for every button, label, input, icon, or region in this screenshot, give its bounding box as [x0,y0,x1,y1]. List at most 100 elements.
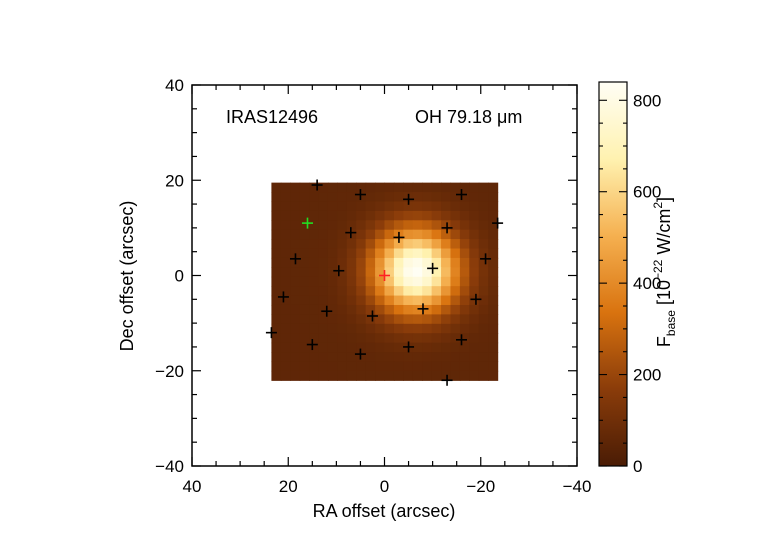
heatmap-cell [488,314,499,325]
heatmap-cell [422,342,433,353]
heatmap-cell [441,323,452,334]
colorbar-label-units: [10 [654,280,674,310]
heatmap-cell [337,314,348,325]
heatmap-cell [384,323,395,334]
heatmap-cell [469,323,480,334]
heatmap-cell [337,257,348,268]
heatmap-cell [309,286,320,297]
heatmap-cell [290,352,301,363]
heatmap-cell [299,239,310,250]
heatmap-cell [318,201,329,212]
heatmap-cell [384,229,395,240]
heatmap-cell [290,342,301,353]
heatmap-cell [299,201,310,212]
heatmap-cell [450,192,461,203]
heatmap-cell [450,314,461,325]
heatmap-cell [384,295,395,306]
heatmap-cell [450,229,461,240]
heatmap-cell [375,239,386,250]
heatmap-cell [309,323,320,334]
heatmap-cell [469,342,480,353]
heatmap-cell [318,248,329,259]
heatmap-cell [384,276,395,287]
heatmap-cell [422,333,433,344]
heatmap-cell [488,370,499,381]
heatmap-cell [459,239,470,250]
x-tick-label: −40 [563,477,592,496]
heatmap-cell [309,333,320,344]
heatmap-cell [318,370,329,381]
heatmap-cell [327,229,338,240]
heatmap-cell [271,182,282,193]
heatmap-cell [365,210,376,221]
heatmap-cell [375,192,386,203]
heatmap-cell [450,201,461,212]
heatmap-cell [337,295,348,306]
heatmap-cell [309,352,320,363]
heatmap-cell [459,370,470,381]
spaxel-marker [366,310,378,322]
heatmap-cell [365,182,376,193]
heatmap-cell [459,248,470,259]
heatmap-cell [441,257,452,268]
heatmap-cell [469,370,480,381]
heatmap-cell [384,182,395,193]
heatmap-cell [393,201,404,212]
heatmap-cell [431,192,442,203]
x-tick-label: 40 [183,477,202,496]
heatmap-cell [271,192,282,203]
heatmap-cell [431,370,442,381]
heatmap-cell [478,295,489,306]
heatmap-cell [327,370,338,381]
heatmap-cell [309,239,320,250]
heatmap-cell [271,352,282,363]
heatmap-cell [271,201,282,212]
heatmap-cell [290,220,301,231]
spaxel-marker [427,262,439,274]
heatmap-cell [299,220,310,231]
heatmap-cell [346,182,357,193]
spaxel-marker [456,189,467,201]
heatmap-cell [356,267,367,278]
heatmap-cell [271,342,282,353]
heatmap-cell [459,286,470,297]
heatmap-cell [299,210,310,221]
heatmap-cell [412,267,423,278]
heatmap-cell [327,248,338,259]
heatmap-cell [337,248,348,259]
heatmap-cell [450,352,461,363]
heatmap-cell [422,352,433,363]
heatmap-cell [327,342,338,353]
heatmap-cell [271,220,282,231]
heatmap-cell [393,314,404,325]
heatmap-cell [403,352,414,363]
heatmap-cell [393,333,404,344]
heatmap-cell [412,248,423,259]
heatmap-cell [403,361,414,372]
spaxel-marker [417,303,429,315]
heatmap-cell [431,304,442,315]
heatmap-cell [431,267,442,278]
heatmap-cell [290,210,301,221]
heatmap-cell [318,257,329,268]
heatmap-cell [309,342,320,353]
heatmap-cell [431,257,442,268]
heatmap-cell [346,323,357,334]
heatmap-cell [450,239,461,250]
heatmap-cell [450,370,461,381]
heatmap-cell [431,295,442,306]
colorbar-label-exp: −22 [651,259,665,280]
heatmap-cell [488,286,499,297]
heatmap-cell [412,323,423,334]
heatmap-cell [337,220,348,231]
heatmap-cell [356,323,367,334]
heatmap-cell [280,286,291,297]
heatmap-cell [441,201,452,212]
heatmap-cell [469,239,480,250]
heatmap-cell [450,333,461,344]
heatmap-cell [356,220,367,231]
heatmap-cell [459,295,470,306]
heatmap-cell [393,295,404,306]
heatmap-cell [403,286,414,297]
